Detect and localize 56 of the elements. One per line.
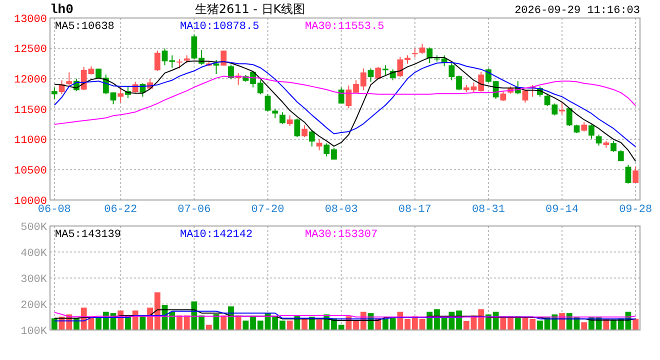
candlestick (610, 140, 616, 152)
y-tick-label: 300K (20, 274, 48, 286)
candlestick (66, 72, 72, 87)
x-tick-label: 07-20 (251, 204, 284, 216)
candlestick (294, 118, 300, 138)
text: lh0 (50, 2, 74, 17)
y-tick-label: 13000 (14, 14, 47, 26)
candlestick (308, 129, 315, 147)
x-tick-label: 09-28 (619, 204, 652, 216)
y-tick-label: 500K (20, 222, 48, 234)
y-tick-label: 100K (20, 326, 48, 338)
x-tick-label: 07-06 (178, 204, 211, 216)
text: 2026-09-29 11:16:03 (514, 5, 640, 17)
text: MA10:10878.5 (180, 21, 260, 33)
candlestick (588, 124, 594, 140)
candlestick (286, 114, 293, 126)
candlestick (368, 68, 374, 82)
text: MA30:11553.5 (305, 21, 384, 33)
y-tick-label: 200K (20, 300, 48, 312)
candlestick (264, 94, 271, 112)
candlestick (228, 64, 234, 80)
x-tick-label: 08-03 (324, 204, 358, 216)
candlestick (522, 89, 528, 104)
text: MA30:153307 (305, 229, 378, 241)
candlestick (280, 112, 286, 125)
x-tick-label: 06-22 (104, 204, 138, 216)
candlestick (176, 58, 182, 69)
candlestick (375, 66, 382, 80)
candlestick (412, 48, 418, 58)
candlestick (51, 86, 58, 100)
text: MA10:142142 (180, 229, 253, 241)
candlestick (500, 90, 506, 102)
y-tick-label: 11000 (14, 135, 47, 148)
chart-title: 生猪2611 - 日K线图 (194, 2, 306, 16)
x-tick-label: 09-14 (546, 204, 579, 216)
y-tick-label: 12000 (14, 74, 47, 87)
x-tick-label: 08-31 (472, 204, 506, 216)
text: MA5:143139 (55, 229, 122, 241)
candlestick (581, 122, 588, 132)
candlestick (302, 124, 308, 138)
y-tick-label: 11500 (14, 104, 47, 117)
y-tick-label: 12500 (14, 44, 47, 56)
candlestick (426, 47, 433, 64)
text: MA5:10638 (55, 21, 114, 33)
candlestick (382, 64, 388, 76)
candlestick (419, 43, 426, 54)
x-tick-label: 08-17 (398, 204, 432, 216)
candlestick (272, 108, 278, 119)
y-tick-label: 400K (20, 248, 48, 260)
candlestick (559, 102, 565, 115)
candlestick (632, 166, 639, 184)
candlestick (625, 164, 632, 184)
candlestick (596, 134, 602, 146)
candlestick (566, 108, 572, 126)
y-tick-label: 10500 (14, 166, 47, 178)
candlestick (154, 50, 160, 72)
